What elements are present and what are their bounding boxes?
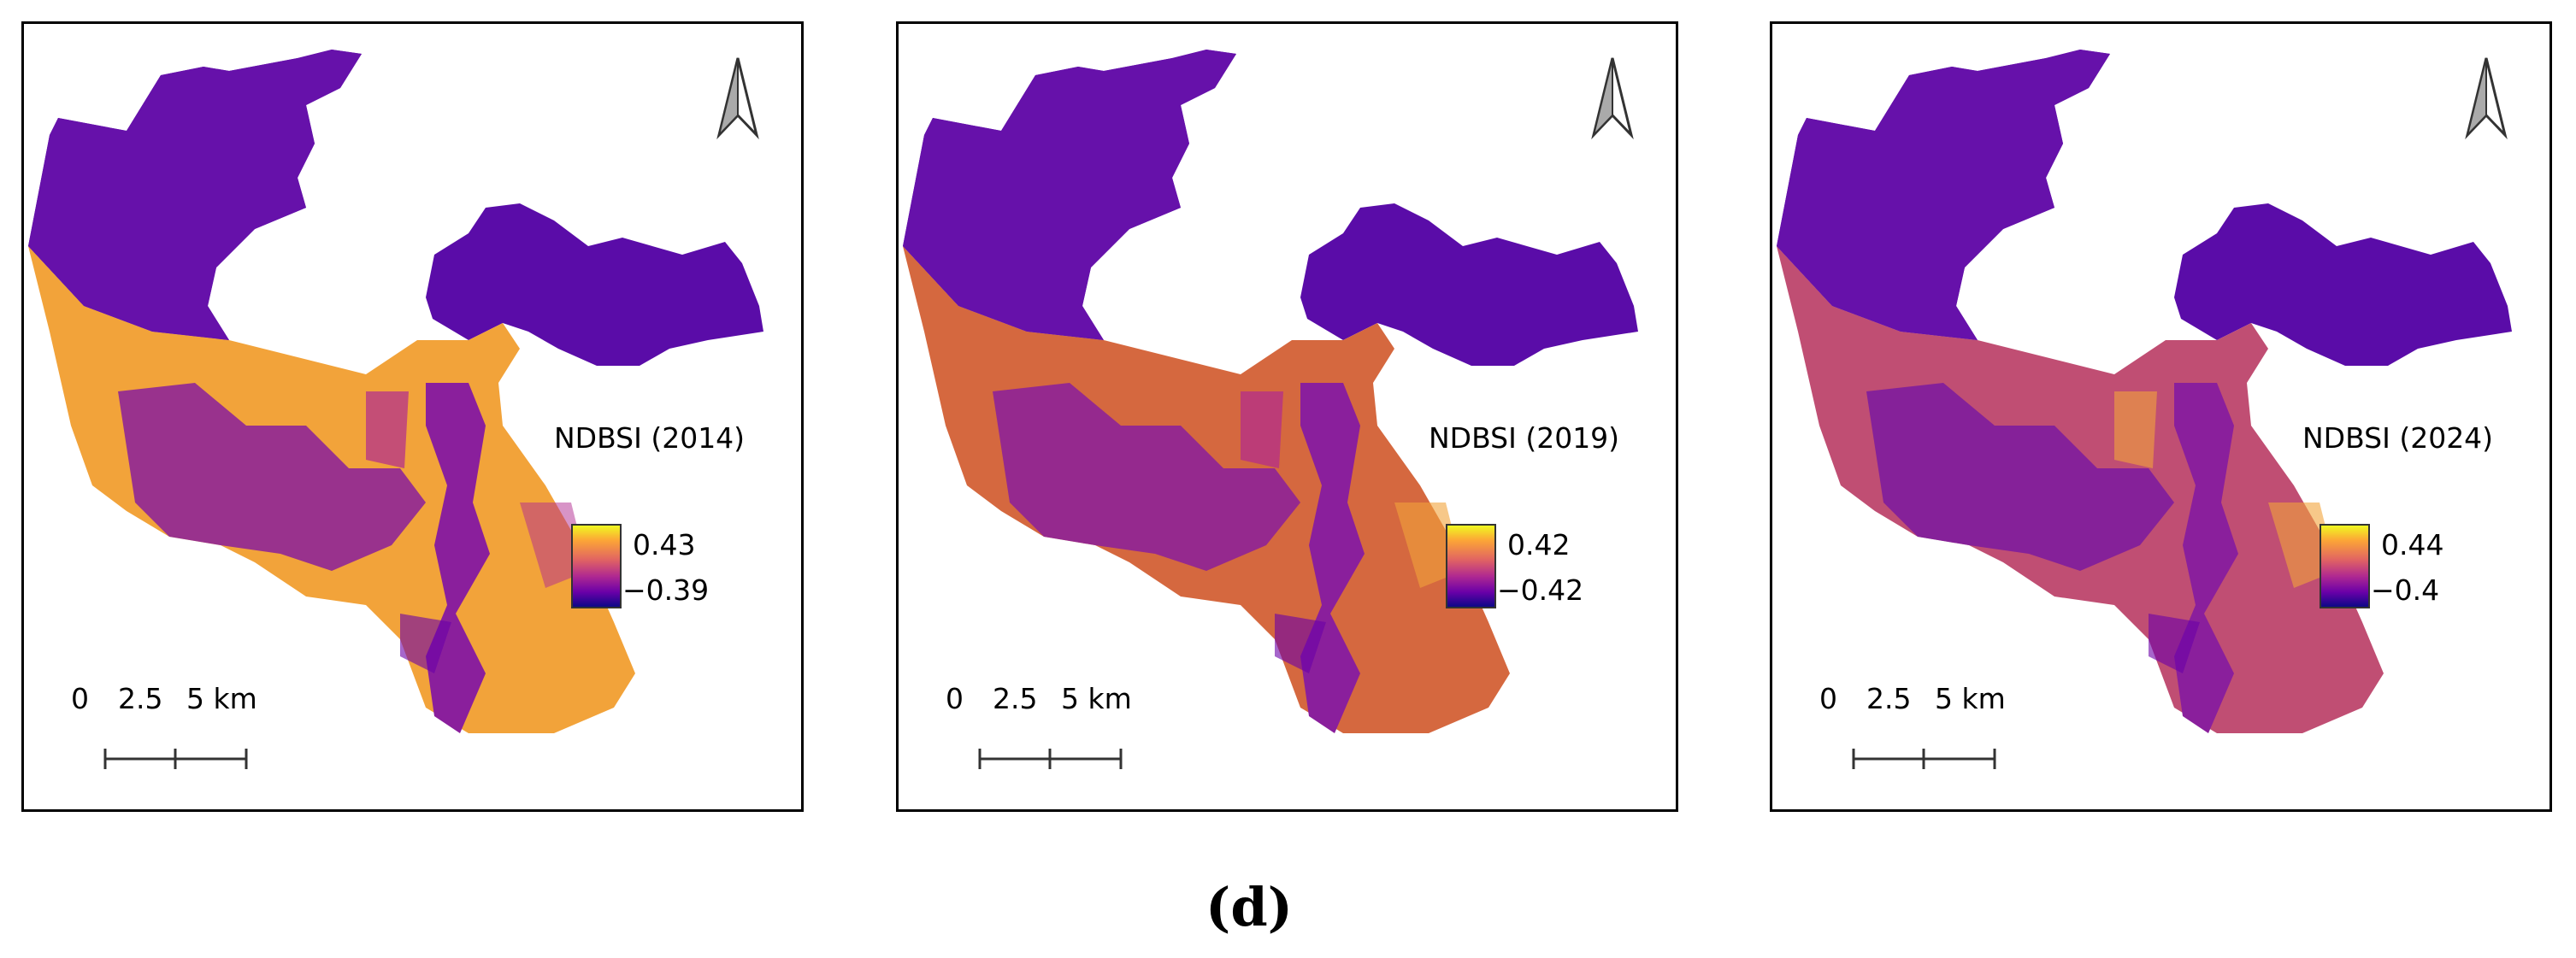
legend-title: NDBSI (2019) bbox=[1429, 421, 1620, 455]
legend-max-value: 0.42 bbox=[1507, 528, 1571, 561]
scale-label-5km: 5 km bbox=[1061, 682, 1132, 715]
scale-bar bbox=[1852, 749, 1996, 769]
legend-title: NDBSI (2014) bbox=[554, 421, 746, 455]
legend-min-value: −0.42 bbox=[1497, 573, 1584, 607]
legend-max-value: 0.44 bbox=[2381, 528, 2444, 561]
scale-label-5km: 5 km bbox=[186, 682, 257, 715]
scale-label-0: 0 bbox=[946, 682, 964, 715]
scale-bar bbox=[978, 749, 1123, 769]
scale-label-2-5: 2.5 bbox=[993, 682, 1038, 715]
scale-bar bbox=[103, 749, 248, 769]
map-panel-2019: NDBSI (2019) 0.42 −0.42 0 2.5 5 km bbox=[896, 21, 1678, 812]
north-arrow-icon bbox=[1591, 57, 1634, 139]
legend-title: NDBSI (2024) bbox=[2302, 421, 2494, 455]
scale-label-5km: 5 km bbox=[1935, 682, 2006, 715]
color-ramp bbox=[1446, 524, 1496, 608]
map-panel-2024: NDBSI (2024) 0.44 −0.4 0 2.5 5 km bbox=[1770, 21, 2552, 812]
map-panel-2014: NDBSI (2014) 0.43 −0.39 0 2.5 5 km bbox=[21, 21, 804, 812]
scale-label-2-5: 2.5 bbox=[1866, 682, 1912, 715]
legend-min-value: −0.39 bbox=[622, 573, 710, 607]
color-ramp bbox=[2320, 524, 2370, 608]
city-map bbox=[1777, 50, 2512, 733]
scale-label-0: 0 bbox=[1819, 682, 1837, 715]
figure-label: (d) bbox=[1205, 876, 1294, 938]
north-arrow-icon bbox=[716, 57, 759, 139]
north-arrow-icon bbox=[2465, 57, 2508, 139]
scale-label-2-5: 2.5 bbox=[118, 682, 163, 715]
color-ramp bbox=[571, 524, 622, 608]
city-map bbox=[903, 50, 1638, 733]
legend-max-value: 0.43 bbox=[633, 528, 696, 561]
city-map bbox=[28, 50, 763, 733]
scale-label-0: 0 bbox=[71, 682, 89, 715]
legend-min-value: −0.4 bbox=[2371, 573, 2440, 607]
